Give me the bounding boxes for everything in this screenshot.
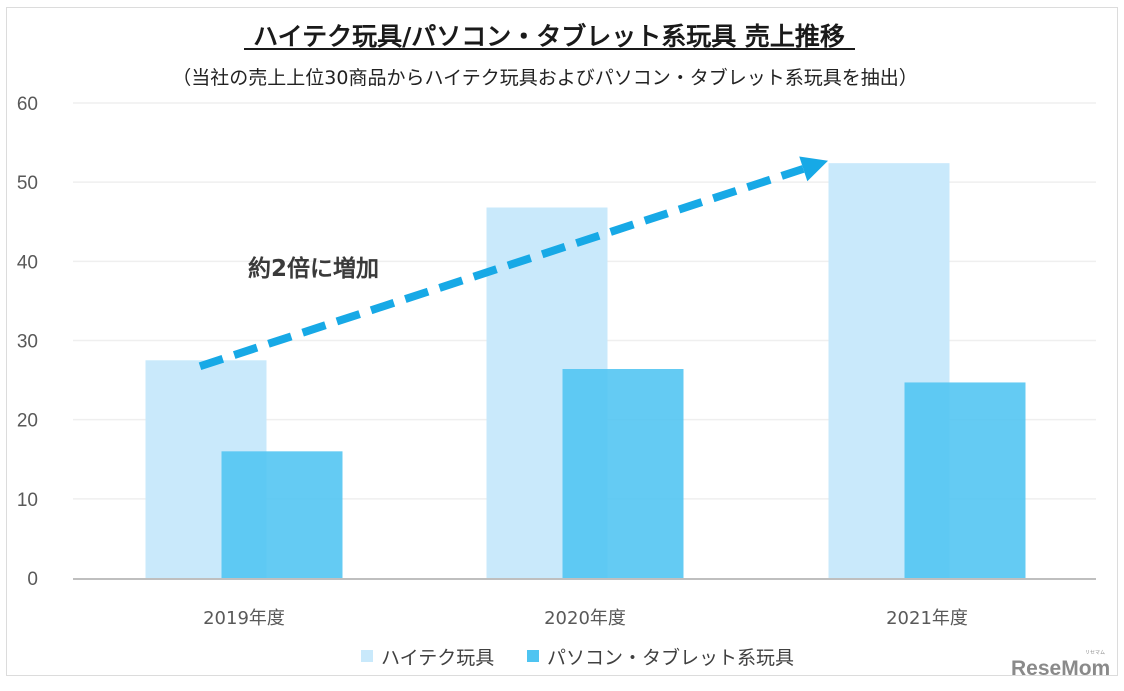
watermark-small-text: リセマム bbox=[1085, 650, 1105, 656]
trend-arrow bbox=[198, 156, 828, 371]
x-tick-label: 2019年度 bbox=[203, 608, 285, 629]
x-tick-label: 2021年度 bbox=[886, 608, 968, 629]
y-tick-label: 30 bbox=[17, 332, 38, 353]
legend-swatch-hitech bbox=[361, 650, 373, 662]
bar-pc-tablet-2 bbox=[904, 382, 1026, 578]
annotation-label: 約2倍に増加 bbox=[248, 255, 379, 282]
y-tick-label: 60 bbox=[17, 94, 38, 115]
y-tick-label: 40 bbox=[17, 252, 38, 273]
chart-title: ハイテク玩具/パソコン・タブレット系玩具 売上推移 bbox=[253, 22, 845, 51]
watermark-text: ReseMom bbox=[1011, 657, 1110, 680]
x-tick-label: 2020年度 bbox=[544, 608, 626, 629]
y-tick-label: 50 bbox=[17, 173, 38, 194]
y-tick-label: 20 bbox=[17, 411, 38, 432]
arrow-head bbox=[799, 156, 828, 182]
watermark-logo: ReseMom リセマム bbox=[1011, 650, 1110, 680]
y-tick-label: 10 bbox=[17, 490, 38, 511]
x-axis-ticks: 2019年度 2020年度 2021年度 bbox=[203, 608, 968, 629]
y-axis-ticks: 0 10 20 30 40 50 60 bbox=[17, 94, 38, 590]
chart-subtitle: （当社の売上上位30商品からハイテク玩具およびパソコン・タブレット系玩具を抽出） bbox=[172, 66, 917, 89]
y-tick-label: 0 bbox=[27, 569, 38, 590]
legend-label-hitech: ハイテク玩具 bbox=[381, 647, 494, 669]
legend-label-pc-tablet: パソコン・タブレット系玩具 bbox=[547, 646, 794, 669]
bar-pc-tablet-0 bbox=[221, 451, 343, 578]
legend-swatch-pc-tablet bbox=[527, 650, 539, 662]
bars bbox=[145, 163, 1026, 578]
legend: ハイテク玩具 パソコン・タブレット系玩具 bbox=[361, 646, 794, 669]
bar-pc-tablet-1 bbox=[562, 369, 684, 578]
